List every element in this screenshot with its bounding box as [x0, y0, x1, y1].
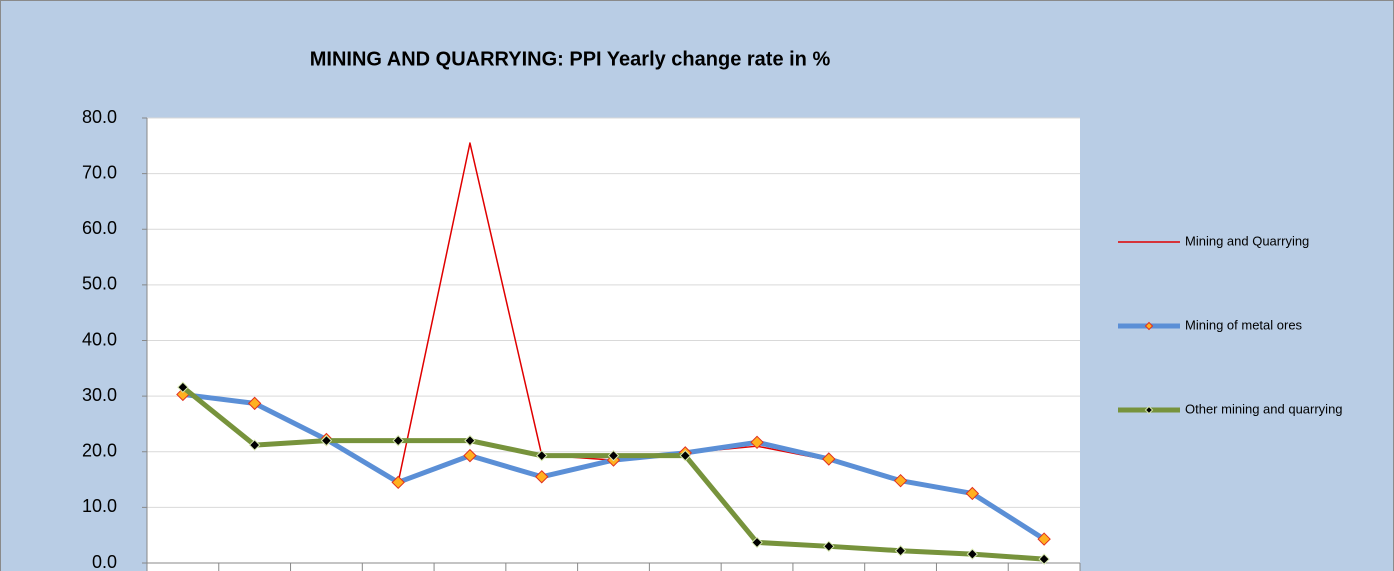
data-point — [893, 473, 908, 488]
data-point — [822, 452, 836, 466]
y-tick-label: 30.0 — [82, 385, 117, 405]
data-point — [751, 536, 763, 549]
y-tick-label: 20.0 — [82, 441, 117, 461]
data-point — [750, 435, 764, 450]
data-point — [536, 449, 548, 462]
data-point — [679, 449, 691, 462]
y-tick-label: 70.0 — [82, 162, 117, 182]
data-point — [463, 448, 477, 463]
legend-label: Mining of metal ores — [1185, 317, 1303, 332]
data-point — [247, 396, 262, 411]
data-point — [894, 545, 907, 557]
data-point — [392, 434, 404, 447]
data-point — [464, 434, 476, 447]
legend-marker — [1144, 321, 1154, 331]
data-point — [177, 381, 189, 393]
y-tick-label: 10.0 — [82, 496, 117, 516]
data-point — [535, 470, 549, 484]
data-point — [1038, 553, 1050, 565]
data-point — [966, 548, 979, 560]
legend-label: Other mining and quarrying — [1185, 401, 1343, 416]
y-tick-label: 60.0 — [82, 218, 117, 238]
plot-area — [147, 118, 1080, 571]
data-point — [607, 449, 620, 462]
legend-label: Mining and Quarrying — [1185, 233, 1309, 248]
y-tick-label: 0.0 — [92, 552, 117, 571]
y-tick-label: 50.0 — [82, 274, 117, 294]
data-point — [248, 439, 261, 451]
y-tick-label: 80.0 — [82, 107, 117, 127]
data-point — [320, 434, 333, 447]
legend-marker — [1144, 405, 1154, 415]
data-point — [1037, 532, 1051, 546]
chart-title: MINING AND QUARRYING: PPI Yearly change … — [310, 48, 831, 70]
y-tick-label: 40.0 — [82, 329, 117, 349]
data-point — [391, 475, 405, 490]
data-point — [823, 540, 835, 553]
data-point — [965, 486, 980, 501]
